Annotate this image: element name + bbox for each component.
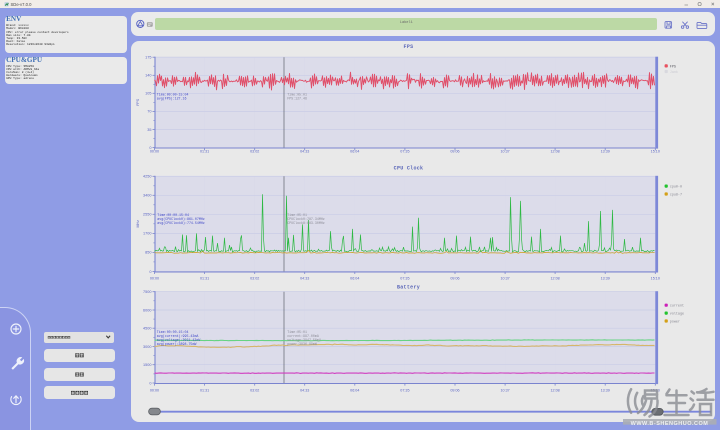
- svg-text:7500: 7500: [143, 290, 151, 294]
- svg-text:Time:05:01: Time:05:01: [287, 213, 307, 217]
- svg-text:3000: 3000: [143, 345, 151, 349]
- svg-text:105: 105: [145, 92, 151, 96]
- svg-text:09:06: 09:06: [450, 276, 459, 280]
- svg-text:FPS: FPS: [136, 98, 140, 106]
- svg-text:current:997.00mA: current:997.00mA: [287, 334, 319, 338]
- svg-text:09:06: 09:06: [450, 389, 459, 393]
- svg-text:cpu0-0: cpu0-0: [670, 186, 682, 190]
- svg-text:avg(current):995.43mA: avg(current):995.43mA: [157, 334, 199, 338]
- svg-text:Time:00:00-15:04: Time:00:00-15:04: [157, 213, 189, 217]
- svg-text:1500: 1500: [143, 363, 151, 367]
- svg-text:Time:05:01: Time:05:01: [287, 330, 307, 334]
- svg-text:850: 850: [145, 251, 151, 255]
- svg-text:12:08: 12:08: [550, 276, 559, 280]
- svg-text:SDe-v7.0.0: SDe-v7.0.0: [11, 2, 33, 7]
- svg-text:00:00: 00:00: [150, 389, 159, 393]
- svg-text:voltage: voltage: [670, 312, 684, 317]
- svg-text:10:37: 10:37: [500, 389, 509, 393]
- svg-text:MHz: MHz: [136, 220, 140, 228]
- svg-text:0: 0: [149, 270, 151, 274]
- svg-text:Battery: Battery: [397, 284, 420, 290]
- svg-text:FPS:127.46: FPS:127.46: [287, 97, 307, 101]
- svg-text:175: 175: [145, 56, 151, 60]
- svg-text:avg(voltage):3921.43mV: avg(voltage):3921.43mV: [157, 338, 201, 342]
- svg-text:12:08: 12:08: [550, 389, 559, 393]
- svg-text:06:04: 06:04: [350, 150, 359, 154]
- svg-text:04:33: 04:33: [300, 150, 309, 154]
- svg-text:Jank: Jank: [670, 70, 678, 75]
- svg-text:15:10: 15:10: [651, 276, 660, 280]
- svg-text:04:33: 04:33: [300, 276, 309, 280]
- svg-text:2550: 2550: [143, 213, 151, 217]
- svg-text:1700: 1700: [143, 232, 151, 236]
- svg-text:140: 140: [145, 74, 151, 78]
- svg-text:01:31: 01:31: [200, 276, 209, 280]
- svg-text:Time:05:01: Time:05:01: [287, 93, 307, 97]
- svg-text:06:04: 06:04: [350, 276, 359, 280]
- svg-text:Time:00:00-15:04: Time:00:00-15:04: [157, 330, 189, 334]
- svg-text:power:3936.99mW: power:3936.99mW: [287, 342, 317, 346]
- svg-text:0: 0: [149, 146, 151, 150]
- svg-text:06:04: 06:04: [350, 389, 359, 393]
- svg-text:00:00: 00:00: [150, 276, 159, 280]
- svg-text:Time:00:00-15:04: Time:00:00-15:04: [157, 93, 189, 97]
- svg-text:CPUClock8:683.30MHz: CPUClock8:683.30MHz: [287, 221, 325, 225]
- svg-text:13:39: 13:39: [601, 389, 610, 393]
- svg-text:03:02: 03:02: [250, 276, 259, 280]
- svg-text:03:02: 03:02: [250, 389, 259, 393]
- svg-text:0: 0: [149, 381, 151, 385]
- svg-text:4500: 4500: [143, 327, 151, 331]
- svg-text:voltage:3947.50mV: voltage:3947.50mV: [287, 338, 321, 342]
- svg-text:FPS: FPS: [670, 65, 676, 69]
- svg-text:current: current: [670, 304, 684, 309]
- svg-text:00:00: 00:00: [150, 150, 159, 154]
- svg-text:70: 70: [147, 110, 151, 114]
- svg-text:avg(FPS):127.16: avg(FPS):127.16: [157, 97, 187, 101]
- svg-text:35: 35: [147, 128, 151, 132]
- svg-text:4250: 4250: [143, 175, 151, 179]
- svg-text:13:39: 13:39: [601, 150, 610, 154]
- svg-text:power: power: [670, 319, 680, 324]
- svg-text:07:35: 07:35: [400, 276, 409, 280]
- svg-text:3400: 3400: [143, 194, 151, 198]
- svg-text:avg(power):3898.75mW: avg(power):3898.75mW: [157, 342, 197, 346]
- svg-text:CPUClock0:787.34MHz: CPUClock0:787.34MHz: [287, 217, 325, 221]
- svg-text:CPU Clock: CPU Clock: [394, 165, 424, 171]
- svg-text:04:33: 04:33: [300, 389, 309, 393]
- svg-text:avg(CPUClock8):774.54MHz: avg(CPUClock8):774.54MHz: [157, 221, 205, 225]
- svg-text:09:06: 09:06: [450, 150, 459, 154]
- svg-text:6000: 6000: [143, 308, 151, 312]
- svg-text:12:08: 12:08: [550, 150, 559, 154]
- svg-text:15:10: 15:10: [651, 150, 660, 154]
- svg-text:avg(CPUClock0):861.07MHz: avg(CPUClock0):861.07MHz: [157, 217, 205, 221]
- svg-text:WWW.B-SHENGHUO.COM: WWW.B-SHENGHUO.COM: [631, 421, 709, 427]
- svg-text:10:37: 10:37: [500, 276, 509, 280]
- svg-text:13:39: 13:39: [601, 276, 610, 280]
- svg-text:10:37: 10:37: [500, 150, 509, 154]
- svg-text:01:31: 01:31: [200, 389, 209, 393]
- svg-text:07:35: 07:35: [400, 150, 409, 154]
- svg-text:01:31: 01:31: [200, 150, 209, 154]
- svg-text:03:02: 03:02: [250, 150, 259, 154]
- svg-text:07:35: 07:35: [400, 389, 409, 393]
- svg-text:FPS: FPS: [404, 44, 414, 50]
- svg-text:cpu8-7: cpu8-7: [670, 193, 682, 197]
